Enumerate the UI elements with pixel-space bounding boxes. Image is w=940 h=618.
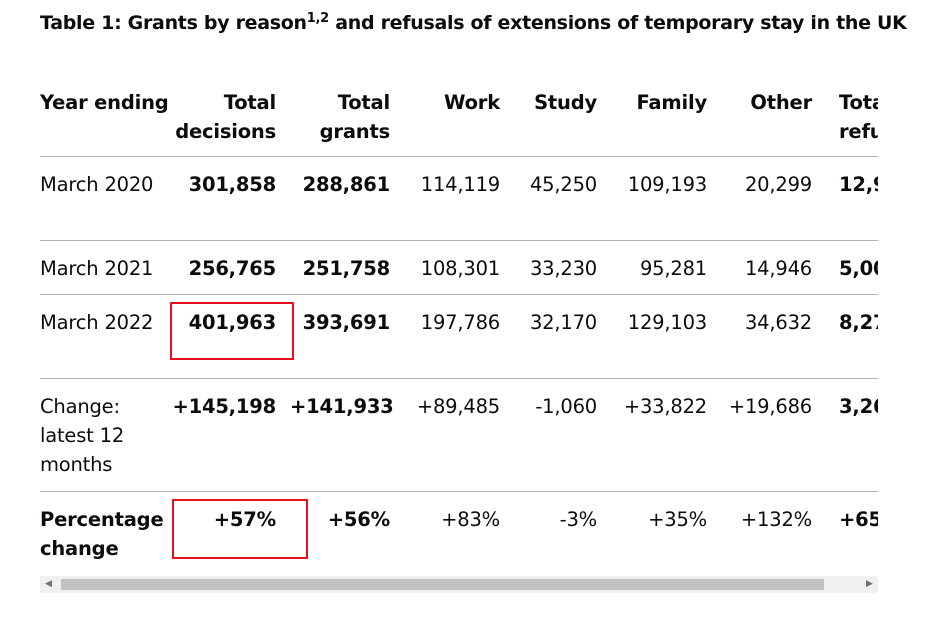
triangle-right-icon[interactable]: ▶ bbox=[866, 579, 873, 589]
cell-total-decisions: 401,963 bbox=[172, 294, 290, 379]
cell-total-decisions: 301,858 bbox=[172, 156, 290, 241]
cell-study: -1,060 bbox=[514, 378, 611, 492]
cell-total-grants: 288,861 bbox=[290, 156, 404, 241]
row-label: March 2020 bbox=[40, 156, 172, 241]
cell-study: -3% bbox=[514, 491, 611, 574]
cell-work: 197,786 bbox=[404, 294, 514, 379]
highlight-box-march-2022 bbox=[170, 302, 294, 360]
cell-other: 14,946 bbox=[721, 240, 826, 295]
cell-other: 20,299 bbox=[721, 156, 826, 241]
row-label: Percentage change bbox=[40, 491, 172, 574]
row-label: March 2021 bbox=[40, 240, 172, 295]
scrollbar-thumb[interactable] bbox=[61, 579, 824, 590]
table-scroll-container[interactable]: Year ending Total decisions Total grants… bbox=[40, 80, 878, 574]
cell-other: +132% bbox=[721, 491, 826, 574]
cell-total-decisions: +57% bbox=[172, 491, 290, 574]
cell-family: 95,281 bbox=[611, 240, 721, 295]
cell-total-refusals: +65% bbox=[826, 491, 878, 574]
cell-family: +35% bbox=[611, 491, 721, 574]
cell-total-grants: 251,758 bbox=[290, 240, 404, 295]
cell-family: +33,822 bbox=[611, 378, 721, 492]
cell-total-grants: +56% bbox=[290, 491, 404, 574]
header-total-refusals: Total refusals bbox=[826, 80, 878, 157]
cell-other: 34,632 bbox=[721, 294, 826, 379]
cell-study: 45,250 bbox=[514, 156, 611, 241]
header-year-ending: Year ending bbox=[40, 80, 172, 157]
cell-total-decisions: +145,198 bbox=[172, 378, 290, 492]
cell-total-decisions: 256,765 bbox=[172, 240, 290, 295]
cell-study: 32,170 bbox=[514, 294, 611, 379]
table-row: March 2022 401,963 393,691 197,786 32,17… bbox=[40, 294, 878, 379]
triangle-left-icon[interactable]: ◀ bbox=[45, 579, 52, 589]
cell-work: +83% bbox=[404, 491, 514, 574]
cell-family: 129,103 bbox=[611, 294, 721, 379]
cell-family: 109,193 bbox=[611, 156, 721, 241]
cell-total-grants: 393,691 bbox=[290, 294, 404, 379]
cell-work: 114,119 bbox=[404, 156, 514, 241]
header-total-grants: Total grants bbox=[290, 80, 404, 157]
cell-other: +19,686 bbox=[721, 378, 826, 492]
header-row: Year ending Total decisions Total grants… bbox=[40, 80, 878, 157]
header-work: Work bbox=[404, 80, 514, 157]
highlight-box-percentage-change bbox=[172, 499, 308, 559]
table-row: Percentage change +57% +56% +83% -3% +35… bbox=[40, 491, 878, 574]
cell-total-refusals: 5,007 bbox=[826, 240, 878, 295]
header-family: Family bbox=[611, 80, 721, 157]
cell-total-refusals: 8,272 bbox=[826, 294, 878, 379]
table-row: Change: latest 12 months +145,198 +141,9… bbox=[40, 378, 878, 492]
cell-work: +89,485 bbox=[404, 378, 514, 492]
row-label: March 2022 bbox=[40, 294, 172, 379]
horizontal-scrollbar[interactable]: ◀ ▶ bbox=[40, 576, 878, 593]
cell-study: 33,230 bbox=[514, 240, 611, 295]
table-row: March 2020 301,858 288,861 114,119 45,25… bbox=[40, 156, 878, 241]
header-total-decisions: Total decisions bbox=[172, 80, 290, 157]
table-row: March 2021 256,765 251,758 108,301 33,23… bbox=[40, 240, 878, 295]
cell-total-grants: +141,933 bbox=[290, 378, 404, 492]
cell-work: 108,301 bbox=[404, 240, 514, 295]
cell-total-refusals: 3,265 bbox=[826, 378, 878, 492]
cell-total-refusals: 12,997 bbox=[826, 156, 878, 241]
row-label: Change: latest 12 months bbox=[40, 378, 172, 492]
table-title: Table 1: Grants by reason1,2 and refusal… bbox=[40, 11, 907, 34]
grants-table: Year ending Total decisions Total grants… bbox=[40, 80, 878, 574]
header-other: Other bbox=[721, 80, 826, 157]
header-study: Study bbox=[514, 80, 611, 157]
